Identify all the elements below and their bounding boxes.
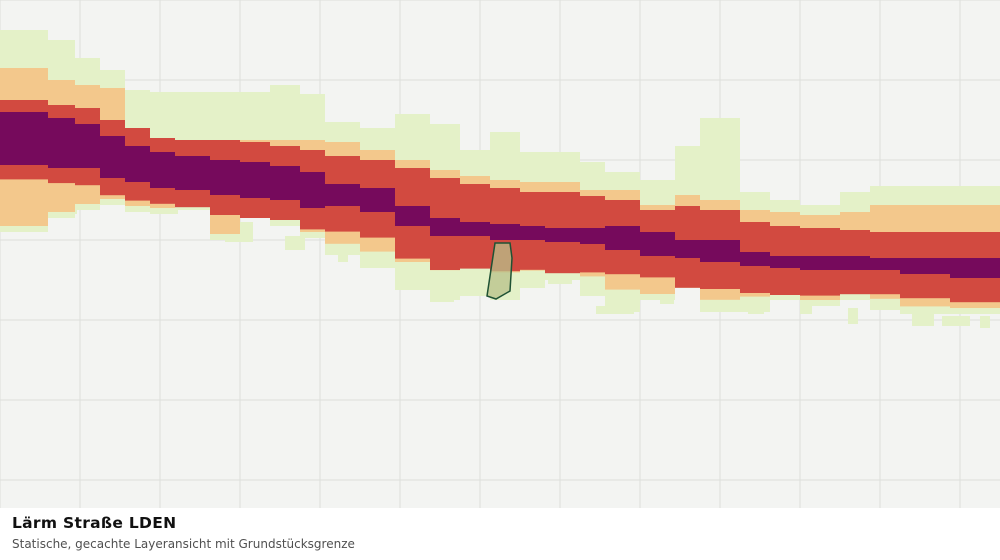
- noise-cell-lightest: [430, 282, 454, 302]
- noise-cell-core: [950, 258, 1000, 278]
- noise-cell-core: [700, 240, 740, 262]
- noise-cell-lightest: [660, 294, 674, 304]
- noise-cell-core: [100, 136, 125, 178]
- noise-cell-core: [640, 232, 675, 256]
- noise-cell-core: [125, 146, 150, 182]
- noise-cell-core: [210, 160, 240, 195]
- noise-cell-lightest: [912, 308, 934, 326]
- noise-map-layer: [0, 0, 1000, 508]
- noise-cell-core: [175, 156, 210, 190]
- noise-cell-lightest: [800, 298, 812, 314]
- noise-cell-lightest: [596, 306, 634, 314]
- noise-cell-core: [75, 124, 100, 168]
- noise-cell-core: [150, 152, 175, 188]
- noise-cell-lightest: [548, 272, 572, 284]
- noise-cell-core: [605, 226, 640, 250]
- map-title: Lärm Straße LDEN: [12, 514, 177, 532]
- noise-cell-lightest: [942, 316, 970, 326]
- noise-cell-core: [460, 222, 490, 236]
- noise-cell-lightest: [285, 236, 305, 250]
- noise-cell-core: [48, 118, 75, 168]
- noise-cell-core: [270, 166, 300, 200]
- noise-cell-core: [430, 218, 460, 236]
- map-subtitle: Statische, gecachte Layeransicht mit Gru…: [12, 537, 355, 551]
- noise-cell-core: [490, 224, 520, 240]
- noise-cell-core: [740, 252, 770, 266]
- map-caption: Lärm Straße LDEN Statische, gecachte Lay…: [0, 508, 1000, 560]
- noise-cell-core: [545, 228, 580, 242]
- noise-band-core: [0, 112, 1000, 278]
- noise-cell-lightest: [848, 308, 858, 324]
- noise-cell-core: [900, 258, 950, 274]
- noise-cell-core: [520, 226, 545, 240]
- noise-cell-core: [770, 256, 800, 268]
- noise-cell-core: [675, 240, 700, 258]
- noise-cell-lightest: [748, 306, 764, 314]
- noise-cell-lightest: [100, 196, 114, 204]
- noise-cell-lightest: [338, 250, 348, 262]
- parcel-boundary[interactable]: [486, 242, 513, 300]
- noise-cell-lightest: [160, 204, 178, 214]
- map-canvas[interactable]: [0, 0, 1000, 508]
- noise-cell-core: [800, 256, 840, 270]
- noise-cell-core: [300, 172, 325, 208]
- noise-cell-lightest: [980, 316, 990, 328]
- noise-cell-core: [325, 184, 360, 206]
- noise-cell-core: [0, 112, 48, 165]
- noise-cell-core: [395, 206, 430, 226]
- noise-cell-core: [240, 162, 270, 198]
- noise-cell-core: [870, 258, 900, 270]
- noise-cell-core: [840, 256, 870, 270]
- noise-cell-core: [580, 228, 605, 244]
- noise-cell-core: [360, 188, 395, 212]
